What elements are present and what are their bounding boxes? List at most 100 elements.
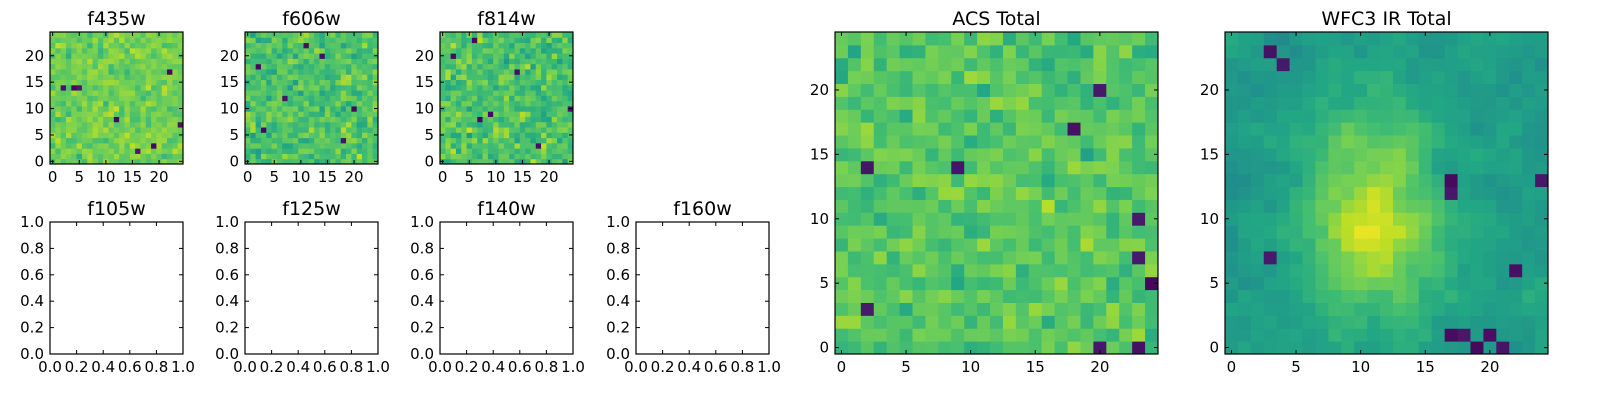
heatmap-cell bbox=[546, 132, 553, 139]
heatmap-cell bbox=[1341, 44, 1355, 59]
heatmap-cell bbox=[1250, 70, 1265, 85]
heatmap-cell bbox=[1457, 225, 1471, 239]
heatmap-cell bbox=[145, 53, 152, 59]
heatmap-cell bbox=[255, 153, 262, 160]
heatmap-cell bbox=[1522, 32, 1536, 46]
heatmap-cell bbox=[1535, 160, 1549, 175]
heatmap-cell bbox=[145, 90, 152, 96]
heatmap-cell bbox=[1276, 83, 1291, 97]
heatmap-cell bbox=[519, 42, 526, 49]
heatmap-cell bbox=[899, 57, 914, 72]
heatmap-cell bbox=[509, 100, 515, 107]
heatmap-cell bbox=[1315, 212, 1329, 226]
heatmap-cell bbox=[466, 100, 473, 107]
heatmap-cell bbox=[498, 63, 505, 70]
heatmap-cell bbox=[346, 84, 352, 91]
heatmap-cell bbox=[340, 79, 347, 86]
heatmap-cell bbox=[1470, 173, 1484, 188]
heatmap-cell bbox=[1470, 122, 1484, 136]
heatmap-cell bbox=[873, 57, 888, 72]
heatmap-cell bbox=[71, 53, 78, 59]
heatmap-cell bbox=[314, 90, 320, 96]
heatmap-cell bbox=[156, 127, 163, 133]
heatmap-cell bbox=[71, 153, 78, 160]
heatmap-cell bbox=[860, 135, 875, 149]
heatmap-cell bbox=[1535, 83, 1549, 97]
heatmap-cell bbox=[81, 132, 88, 139]
heatmap-cell bbox=[535, 132, 542, 139]
heatmap-cell bbox=[303, 148, 310, 154]
heatmap-cell bbox=[87, 148, 94, 154]
heatmap-cell bbox=[1380, 70, 1394, 85]
heatmap-cell bbox=[551, 74, 558, 81]
heatmap-cell bbox=[557, 105, 563, 112]
heatmap-cell bbox=[255, 37, 262, 44]
heatmap-cell bbox=[71, 74, 78, 81]
heatmap-cell bbox=[362, 42, 368, 49]
heatmap-cell bbox=[938, 147, 952, 162]
heatmap-cell bbox=[1276, 238, 1291, 252]
heatmap-cell bbox=[1237, 147, 1252, 162]
heatmap-cell bbox=[250, 42, 257, 49]
heatmap-cell bbox=[266, 142, 273, 149]
y-tick-label: 10 bbox=[220, 100, 239, 118]
heatmap-cell bbox=[346, 90, 352, 96]
heatmap-cell bbox=[1237, 160, 1252, 175]
heatmap-cell bbox=[525, 100, 531, 107]
heatmap-cell bbox=[440, 90, 446, 96]
heatmap-cell bbox=[899, 212, 914, 226]
heatmap-cell bbox=[124, 127, 131, 133]
heatmap-cell bbox=[362, 100, 368, 107]
heatmap-cell bbox=[1015, 302, 1030, 316]
heatmap-cell bbox=[847, 135, 862, 149]
heatmap-cell bbox=[562, 142, 569, 149]
heatmap-cell bbox=[1380, 109, 1394, 123]
heatmap-cell bbox=[1457, 122, 1471, 136]
heatmap-cell bbox=[65, 90, 72, 96]
heatmap-cell bbox=[1522, 250, 1536, 265]
heatmap-cell bbox=[1496, 341, 1510, 355]
heatmap-cell bbox=[503, 148, 510, 154]
heatmap-cell bbox=[255, 121, 262, 128]
heatmap-cell bbox=[308, 42, 315, 49]
heatmap-cell bbox=[314, 137, 320, 144]
heatmap-cell bbox=[482, 47, 489, 54]
heatmap-cell bbox=[1067, 44, 1081, 59]
heatmap-cell bbox=[1015, 109, 1030, 123]
heatmap-cell bbox=[97, 111, 104, 117]
heatmap-cell bbox=[319, 137, 326, 144]
heatmap-cell bbox=[1341, 199, 1355, 213]
heatmap-cell bbox=[514, 132, 521, 139]
heatmap-cell bbox=[1041, 276, 1056, 291]
heatmap-cell bbox=[525, 68, 531, 75]
heatmap-cell bbox=[351, 142, 358, 149]
heatmap-cell bbox=[1328, 263, 1342, 278]
heatmap-cell bbox=[509, 111, 515, 117]
heatmap-cell bbox=[1431, 70, 1446, 85]
heatmap-cell bbox=[541, 90, 547, 96]
heatmap-cell bbox=[1002, 186, 1017, 200]
heatmap-cell bbox=[314, 105, 320, 112]
heatmap-cell bbox=[1483, 225, 1497, 239]
heatmap-cell bbox=[1302, 44, 1316, 59]
heatmap-cell bbox=[60, 32, 67, 38]
heatmap-cell bbox=[76, 111, 83, 117]
heatmap-cell bbox=[135, 142, 141, 149]
heatmap-cell bbox=[493, 53, 500, 59]
heatmap-cell bbox=[557, 148, 563, 154]
heatmap-cell bbox=[873, 83, 888, 97]
heatmap-cell bbox=[482, 142, 489, 149]
heatmap-cell bbox=[50, 58, 56, 65]
x-tick-label: 0.6 bbox=[118, 358, 142, 376]
heatmap-cell bbox=[835, 289, 849, 303]
heatmap-cell bbox=[287, 79, 294, 86]
heatmap-cell bbox=[108, 137, 115, 144]
heatmap-cell bbox=[1405, 147, 1420, 162]
heatmap-cell bbox=[977, 83, 991, 97]
heatmap-cell bbox=[1522, 263, 1536, 278]
heatmap-cell bbox=[276, 32, 283, 38]
heatmap-cell bbox=[1302, 263, 1316, 278]
heatmap-cell bbox=[250, 142, 257, 149]
heatmap-cell bbox=[1367, 57, 1381, 72]
heatmap-cell bbox=[1237, 302, 1252, 316]
